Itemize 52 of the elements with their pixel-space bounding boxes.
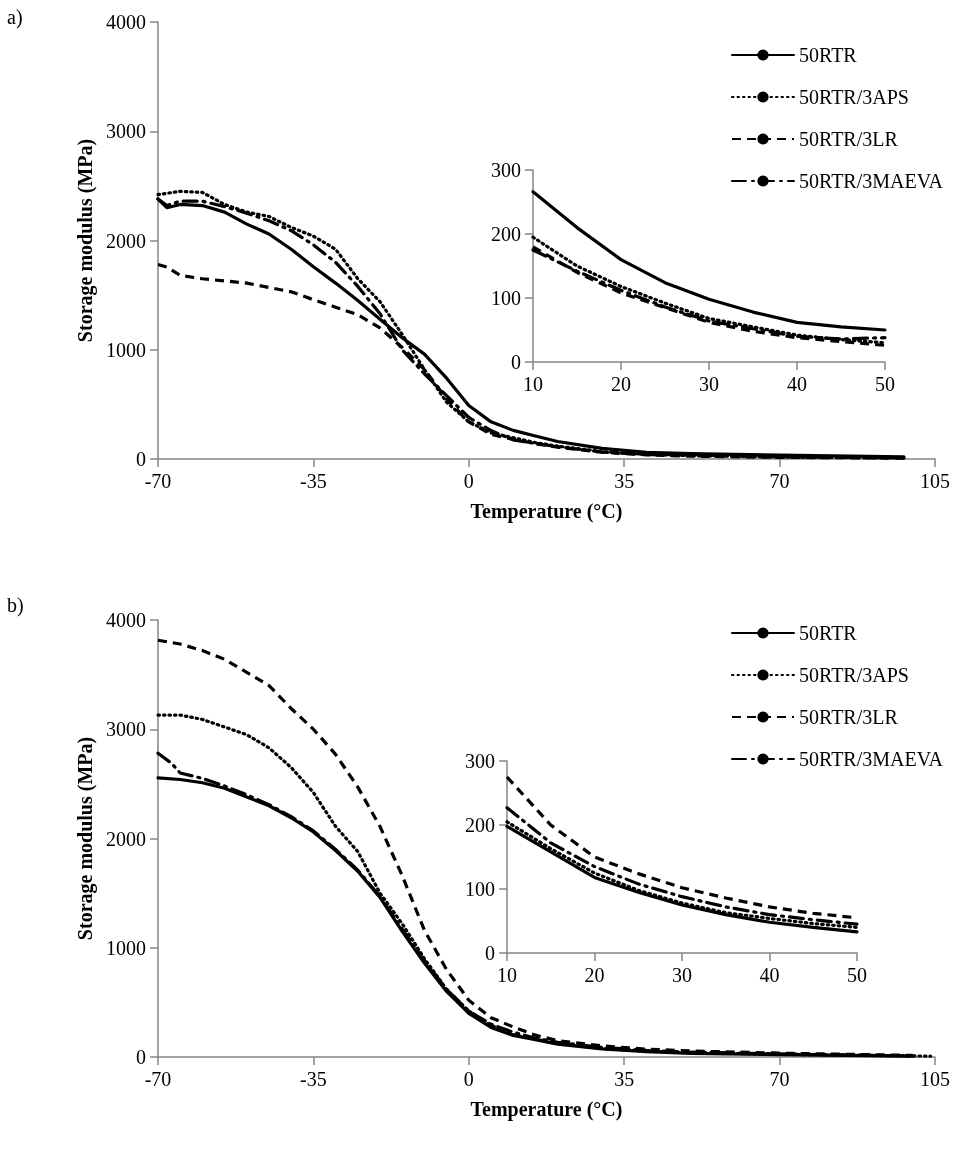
x-tick-label: 20 — [584, 964, 605, 986]
y-axis-title: Storage modulus (MPa) — [74, 138, 98, 343]
y-tick-label: 100 — [491, 287, 521, 309]
x-axis-title: Temperature (°C) — [470, 1098, 623, 1121]
x-tick-label: 30 — [672, 964, 692, 986]
x-tick-label: 20 — [611, 373, 631, 395]
x-axis-title: Temperature (°C) — [470, 500, 623, 523]
x-tick-label: 105 — [920, 1068, 950, 1090]
x-tick-label: 70 — [769, 1068, 790, 1090]
x-tick-label: 30 — [699, 373, 719, 395]
y-tick-label: 1000 — [106, 936, 146, 959]
x-tick-label: 10 — [523, 373, 543, 395]
legend-label: 50RTR — [799, 44, 858, 66]
y-tick-label: 300 — [465, 750, 495, 772]
y-tick-label: 2000 — [106, 229, 146, 252]
legend-label: 50RTR/3MAEVA — [799, 170, 944, 192]
chart-title: a) — [7, 6, 23, 29]
y-tick-label: 0 — [136, 448, 146, 470]
x-tick-label: 50 — [875, 373, 895, 395]
x-tick-label: 105 — [920, 470, 950, 492]
x-tick-label: -35 — [300, 1068, 327, 1090]
x-tick-label: 10 — [497, 964, 517, 986]
chart-title: b) — [7, 594, 24, 617]
y-tick-label: 0 — [136, 1046, 146, 1068]
y-tick-label: 0 — [485, 942, 495, 964]
y-tick-label: 2000 — [106, 827, 146, 850]
x-tick-label: 40 — [787, 373, 807, 395]
x-tick-label: -70 — [144, 1068, 172, 1090]
legend-label: 50RTR/3APS — [799, 86, 909, 108]
legend-label: 50RTR/3LR — [799, 128, 899, 150]
legend-label: 50RTR/3MAEVA — [799, 748, 944, 770]
legend-label: 50RTR/3LR — [799, 706, 899, 728]
x-tick-label: 35 — [614, 1068, 635, 1090]
x-tick-label: -70 — [144, 470, 172, 492]
y-tick-label: 3000 — [106, 120, 146, 143]
y-axis-title: Storage modulus (MPa) — [74, 736, 98, 941]
x-tick-label: 70 — [769, 470, 790, 492]
y-tick-label: 4000 — [106, 11, 146, 33]
y-tick-label: 3000 — [106, 718, 146, 741]
x-tick-label: 50 — [847, 964, 867, 986]
y-tick-label: 4000 — [106, 609, 146, 631]
y-tick-label: 1000 — [106, 338, 146, 361]
legend-label: 50RTR — [799, 622, 858, 644]
y-tick-label: 200 — [491, 223, 521, 245]
x-tick-label: -35 — [300, 470, 327, 492]
y-tick-label: 0 — [511, 351, 521, 373]
x-tick-label: 40 — [759, 964, 780, 986]
y-tick-label: 300 — [491, 159, 521, 181]
y-tick-label: 200 — [465, 814, 495, 836]
y-tick-label: 100 — [465, 878, 495, 900]
x-tick-label: 35 — [614, 470, 635, 492]
legend-label: 50RTR/3APS — [799, 664, 909, 686]
